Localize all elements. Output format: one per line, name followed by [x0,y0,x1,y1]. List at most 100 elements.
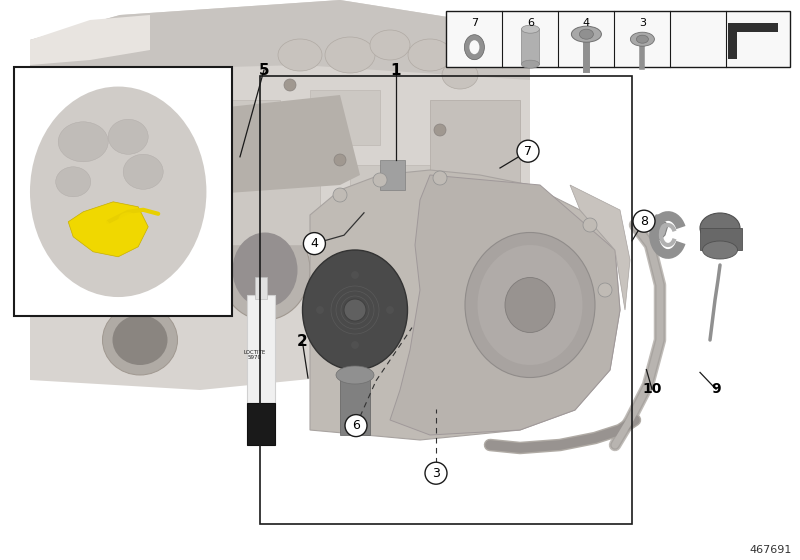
Bar [446,11,790,67]
Text: LOCTITE
5970: LOCTITE 5970 [244,349,266,361]
Bar [247,403,275,445]
Text: 9: 9 [711,382,721,396]
Bar [522,29,539,64]
Text: 7: 7 [524,144,532,158]
Text: 4: 4 [583,18,590,28]
Ellipse shape [370,30,410,60]
Text: 3: 3 [432,466,440,480]
Circle shape [303,232,326,255]
Ellipse shape [102,305,178,375]
Polygon shape [185,95,360,195]
Ellipse shape [470,40,479,54]
Polygon shape [30,15,150,65]
Ellipse shape [571,26,602,42]
Bar [350,165,430,225]
Polygon shape [310,170,620,440]
Ellipse shape [478,245,582,365]
Ellipse shape [434,269,446,281]
Ellipse shape [351,341,359,349]
Bar [255,277,267,299]
Ellipse shape [408,39,452,71]
Text: 10: 10 [642,382,662,396]
Ellipse shape [104,235,122,249]
Ellipse shape [113,315,167,365]
Ellipse shape [233,232,298,307]
Ellipse shape [465,232,595,377]
Ellipse shape [434,124,446,136]
Bar [200,100,280,160]
Ellipse shape [316,306,324,314]
Bar [260,76,632,524]
Polygon shape [30,0,530,90]
Ellipse shape [123,155,163,189]
Circle shape [345,414,367,437]
Bar [14,67,232,316]
Ellipse shape [70,193,160,297]
Ellipse shape [325,37,375,73]
Ellipse shape [522,60,539,68]
Text: 8: 8 [640,214,648,228]
Bar [247,295,275,408]
Ellipse shape [30,87,206,297]
Bar [200,175,320,245]
Text: 3: 3 [639,18,646,28]
Ellipse shape [464,35,485,60]
Bar [728,23,738,59]
Ellipse shape [598,283,612,297]
Ellipse shape [351,271,359,279]
Polygon shape [570,185,630,310]
Ellipse shape [118,212,138,227]
Bar [728,23,778,32]
Ellipse shape [56,167,90,197]
Bar [30,240,65,248]
Bar [30,210,65,218]
Polygon shape [390,175,620,435]
Polygon shape [68,202,148,257]
Bar [738,32,775,54]
Bar [430,100,520,220]
Ellipse shape [58,122,108,162]
Ellipse shape [630,32,654,46]
Ellipse shape [386,306,394,314]
Ellipse shape [194,164,206,176]
Text: 2: 2 [297,334,308,349]
Bar [30,180,65,188]
Bar [0,455,800,560]
Ellipse shape [433,171,447,185]
Bar [700,228,742,250]
Ellipse shape [86,218,110,236]
Polygon shape [30,0,530,560]
Text: 7: 7 [471,18,478,28]
Ellipse shape [579,29,594,39]
Ellipse shape [284,79,296,91]
Ellipse shape [344,244,356,256]
Ellipse shape [333,188,347,202]
Ellipse shape [637,35,649,43]
Ellipse shape [220,220,310,320]
Text: 467691: 467691 [750,545,792,555]
Circle shape [517,140,539,162]
Bar [310,90,380,145]
Ellipse shape [179,89,191,101]
Bar [30,150,65,158]
Ellipse shape [302,250,407,370]
Ellipse shape [344,299,366,321]
Ellipse shape [583,218,597,232]
Text: 4: 4 [310,237,318,250]
Text: 1: 1 [390,63,402,77]
Ellipse shape [278,39,322,71]
Ellipse shape [334,154,346,166]
Ellipse shape [373,173,387,187]
Bar [340,370,370,435]
Bar [380,160,405,190]
Ellipse shape [55,178,175,312]
Ellipse shape [702,241,738,259]
Ellipse shape [454,194,466,206]
Polygon shape [653,215,668,240]
Ellipse shape [505,278,555,333]
Ellipse shape [108,119,148,155]
Text: 5: 5 [258,63,270,77]
Circle shape [633,210,655,232]
Ellipse shape [336,366,374,384]
Bar [630,0,800,400]
